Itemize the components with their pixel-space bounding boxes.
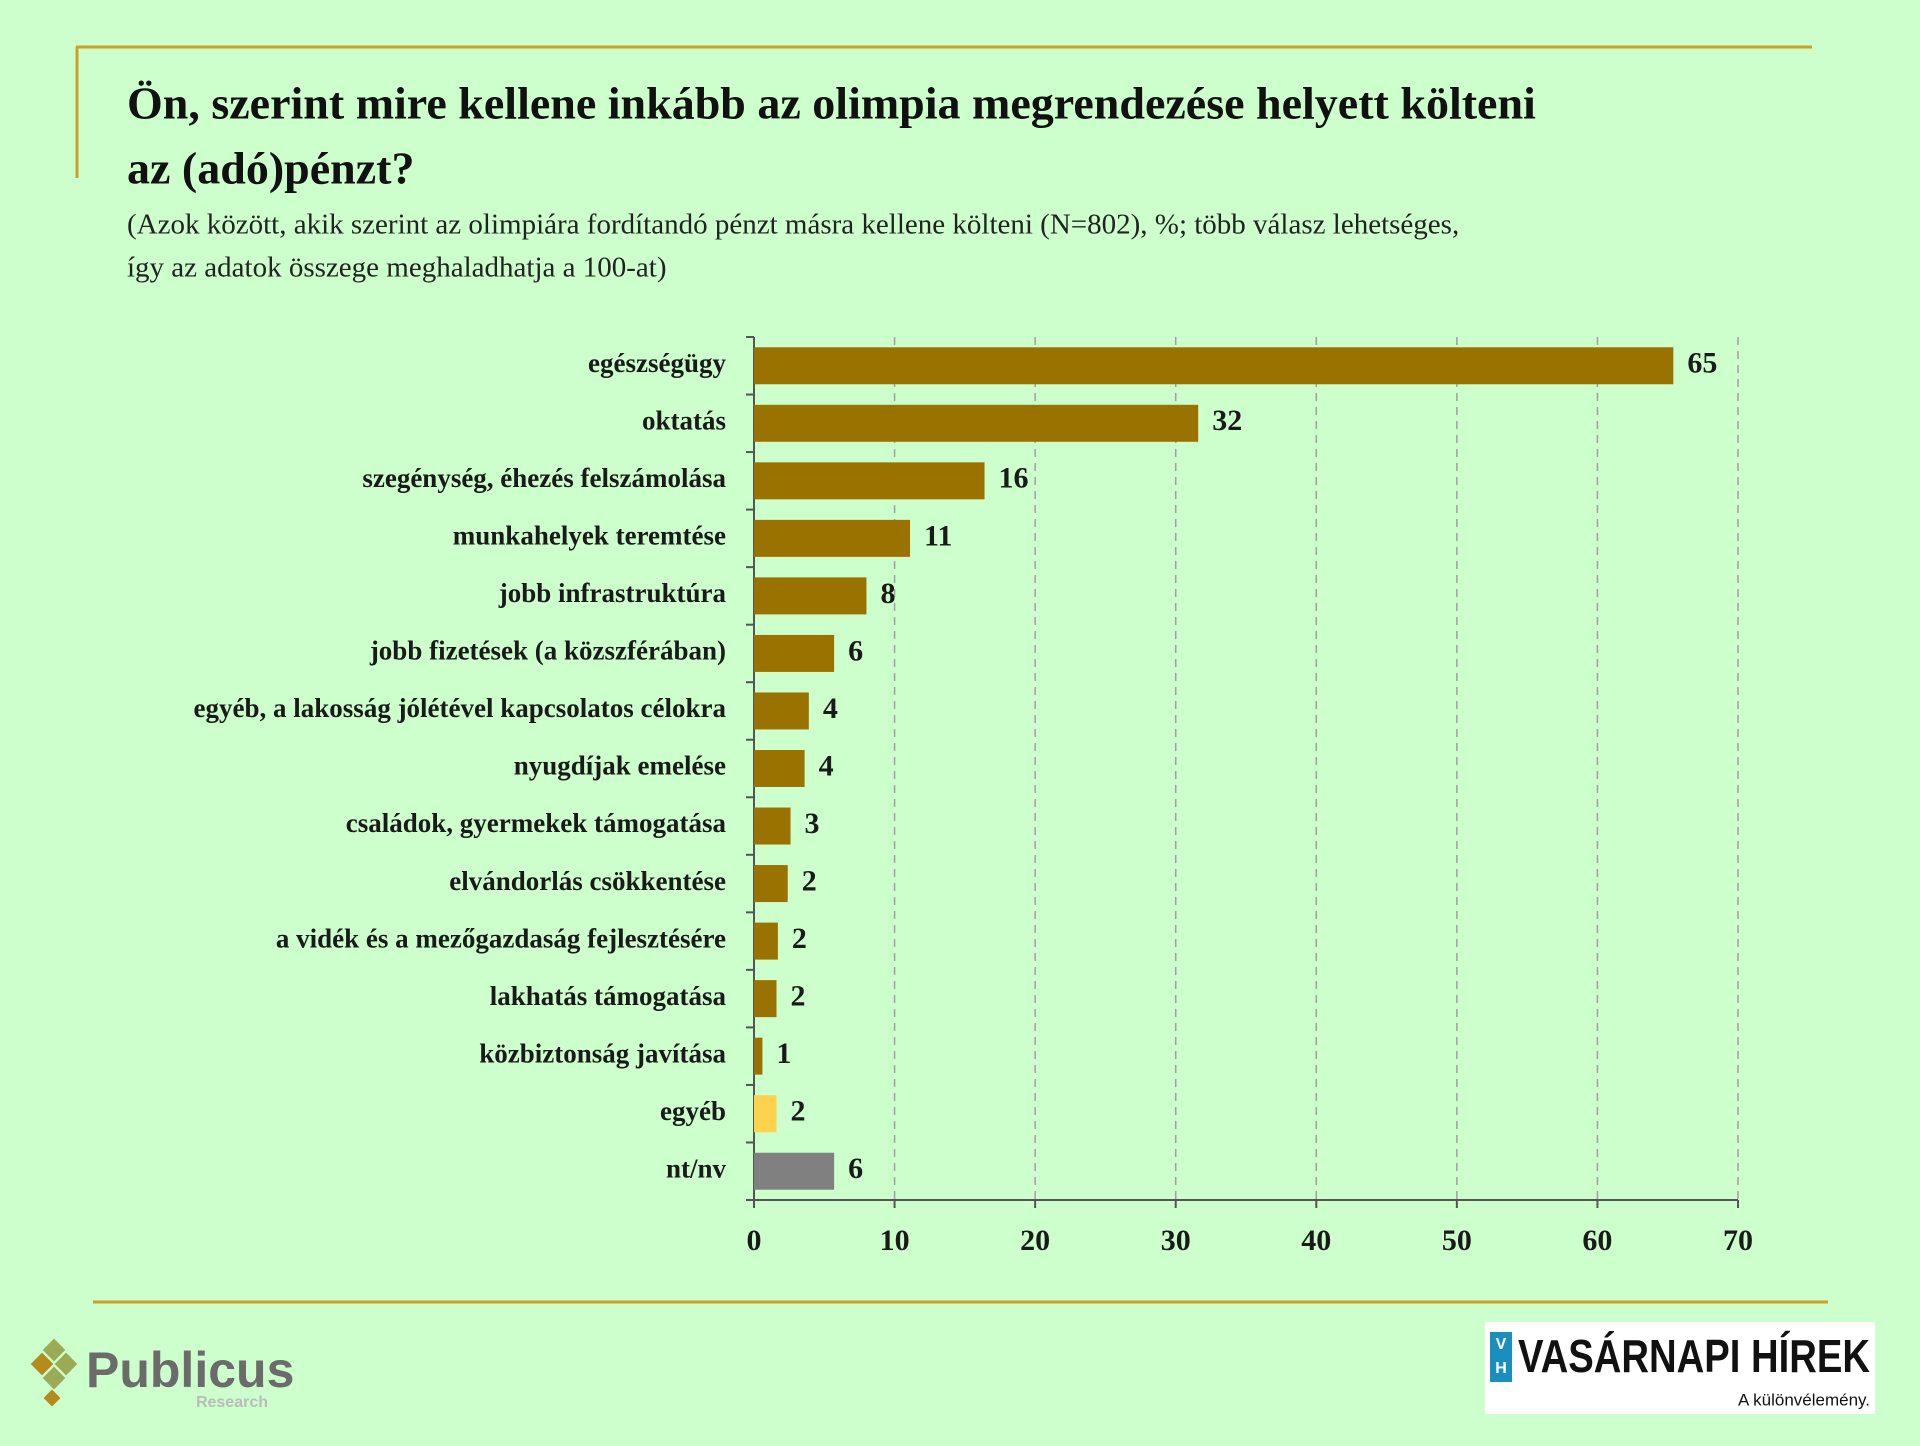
bar: [754, 634, 835, 672]
subtitle: így az adatok összege meghaladhatja a 10…: [127, 252, 667, 284]
value-label: 32: [1212, 404, 1242, 437]
bar: [754, 347, 1674, 385]
x-tick-label: 10: [880, 1224, 910, 1257]
value-label: 1: [776, 1037, 791, 1070]
logo-tagline: A különvélemény.: [1738, 1390, 1870, 1409]
logo-text: Publicus: [86, 1342, 294, 1398]
value-label: 3: [805, 807, 820, 840]
vh-logo: V H VASÁRNAPI HÍREK A különvélemény.: [1485, 1322, 1875, 1414]
value-label: 6: [848, 1152, 863, 1185]
value-label: 16: [999, 462, 1029, 495]
x-tick-label: 60: [1582, 1224, 1612, 1257]
y-tick-label: egészségügy: [588, 348, 726, 378]
publicus-logo: Publicus Research: [30, 1338, 294, 1411]
value-label: 2: [790, 1095, 805, 1128]
y-tick-label: a vidék és a mezőgazdaság fejlesztésére: [276, 923, 726, 953]
value-label: 2: [790, 980, 805, 1013]
y-tick-label: jobb infrastruktúra: [498, 578, 727, 608]
x-tick-label: 30: [1161, 1224, 1191, 1257]
bar: [754, 922, 778, 960]
bar: [754, 750, 805, 787]
bar: [754, 865, 788, 903]
y-tick-label: jobb fizetések (a közszférában): [369, 636, 726, 666]
value-label: 2: [802, 864, 817, 897]
x-tick-label: 40: [1301, 1224, 1331, 1257]
bar: [754, 577, 867, 615]
title: az (adó)pénzt?: [127, 143, 414, 194]
bar: [754, 1095, 777, 1133]
value-label: 8: [880, 577, 895, 610]
x-tick-label: 70: [1723, 1224, 1753, 1257]
bar: [754, 807, 791, 845]
logo-diamond: [43, 1389, 61, 1407]
y-tick-label: elvándorlás csökkentése: [449, 866, 726, 896]
logo-text: VASÁRNAPI HÍREK: [1518, 1330, 1870, 1382]
y-tick-label: nt/nv: [666, 1153, 727, 1183]
value-label: 65: [1687, 347, 1717, 380]
y-tick-label: lakhatás támogatása: [490, 981, 727, 1011]
logo-letter: V: [1496, 1336, 1507, 1353]
logo-letter: H: [1495, 1360, 1507, 1377]
value-label: 11: [924, 519, 952, 552]
y-tick-label: családok, gyermekek támogatása: [346, 808, 727, 838]
bar: [754, 1037, 763, 1075]
value-label: 4: [819, 749, 834, 782]
bar: [754, 1152, 835, 1190]
value-label: 2: [792, 922, 807, 955]
y-tick-label: egyéb, a lakosság jólétével kapcsolatos …: [194, 693, 727, 723]
logo-subtext: Research: [196, 1394, 268, 1411]
subtitle: (Azok között, akik szerint az olimpiára …: [127, 209, 1459, 241]
y-tick-label: közbiztonság javítása: [479, 1038, 726, 1068]
logo-mark: [1490, 1332, 1512, 1382]
y-tick-label: szegénység, éhezés felszámolása: [362, 463, 726, 493]
value-label: 6: [848, 634, 863, 667]
y-tick-label: nyugdíjak emelése: [514, 751, 726, 781]
x-tick-label: 50: [1442, 1224, 1472, 1257]
y-tick-label: egyéb: [660, 1096, 726, 1126]
value-label: 4: [823, 692, 838, 725]
y-tick-label: oktatás: [642, 406, 726, 436]
bar: [754, 404, 1199, 442]
bar: [754, 462, 985, 500]
y-tick-label: munkahelyek teremtése: [453, 521, 726, 551]
bar: [754, 692, 809, 730]
title: Ön, szerint mire kellene inkább az olimp…: [127, 78, 1536, 129]
logo-box: [1485, 1322, 1875, 1414]
x-tick-label: 20: [1020, 1224, 1050, 1257]
bar: [754, 519, 911, 557]
x-tick-label: 0: [747, 1224, 762, 1257]
bar: [754, 980, 777, 1018]
